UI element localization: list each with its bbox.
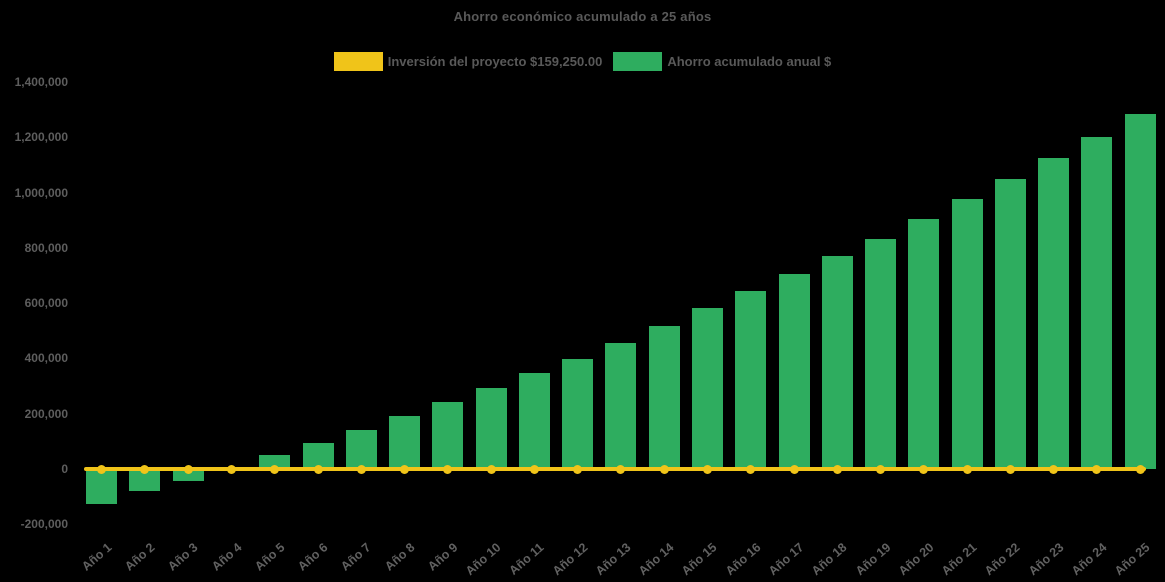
line-marker-circle	[529, 464, 539, 474]
line-marker-circle	[443, 464, 453, 474]
line-marker-circle	[919, 464, 929, 474]
y-tick-label: 800,000	[24, 240, 68, 255]
bar-año-7	[345, 429, 377, 469]
legend-label-ahorro: Ahorro acumulado anual $	[667, 54, 832, 69]
line-marker-circle	[616, 464, 626, 474]
legend-item-ahorro: Ahorro acumulado anual $	[613, 52, 831, 71]
bar-año-25	[1124, 114, 1156, 469]
line-marker-circle	[97, 464, 107, 474]
line-marker-circle	[962, 464, 972, 474]
bar-año-2	[129, 469, 161, 492]
bar-año-23	[1038, 157, 1070, 469]
line-marker-circle	[659, 464, 669, 474]
chart-title: Ahorro económico acumulado a 25 años	[453, 9, 712, 24]
bar-año-24	[1081, 136, 1113, 469]
line-marker-circle	[140, 464, 150, 474]
line-marker-circle	[1135, 464, 1145, 474]
bar-año-20	[908, 218, 940, 469]
line-marker-circle	[832, 464, 842, 474]
line-marker-circle	[183, 464, 193, 474]
y-tick-label: 1,000,000	[14, 185, 68, 200]
y-tick-label: 1,200,000	[14, 130, 68, 145]
line-marker-circle	[1005, 464, 1015, 474]
line-marker-circle	[270, 464, 280, 474]
legend-item-inversion: Inversión del proyecto $159,250.00	[333, 52, 603, 71]
bar-año-10	[475, 387, 507, 469]
line-marker-circle	[1049, 464, 1059, 474]
bar-año-11	[518, 373, 550, 469]
bar-año-3	[172, 469, 204, 481]
line-marker-circle	[400, 464, 410, 474]
y-tick-label: 1,400,000	[14, 74, 68, 89]
bar-año-9	[432, 402, 464, 469]
y-tick-label: 0	[61, 462, 68, 476]
bar-año-16	[735, 291, 767, 469]
legend-swatch-ahorro	[613, 52, 663, 71]
bar-año-17	[778, 273, 810, 469]
bar-año-12	[562, 358, 594, 469]
y-tick-label: 200,000	[24, 406, 68, 421]
line-marker-circle	[227, 464, 236, 474]
bar-año-21	[951, 198, 983, 469]
line-marker-circle	[313, 464, 323, 474]
x-tick-label: Año 1	[78, 540, 115, 574]
bar-año-1	[86, 469, 118, 504]
investment-line	[84, 467, 1147, 471]
bar-año-13	[605, 342, 637, 469]
line-marker-circle	[1092, 464, 1102, 474]
legend-swatch-inversion	[333, 52, 383, 71]
y-tick-label: 400,000	[24, 351, 68, 366]
legend: Inversión del proyecto $159,250.00 Ahorr…	[0, 52, 1165, 71]
bar-año-22	[994, 178, 1026, 469]
line-marker-circle	[356, 464, 366, 474]
bar-año-15	[691, 308, 723, 469]
legend-label-inversion: Inversión del proyecto $159,250.00	[387, 54, 603, 69]
bar-año-19	[865, 238, 897, 469]
line-marker-circle	[746, 464, 756, 474]
line-marker-circle	[789, 464, 799, 474]
y-tick-label: -200,000	[20, 517, 68, 532]
line-marker-circle	[486, 464, 496, 474]
bar-año-14	[648, 325, 680, 469]
bar-año-8	[389, 416, 421, 469]
line-marker-circle	[702, 464, 712, 474]
line-marker-circle	[573, 464, 583, 474]
y-tick-label: 600,000	[24, 296, 68, 311]
bar-año-5	[259, 454, 291, 469]
bar-año-18	[821, 256, 853, 469]
line-marker-circle	[876, 464, 886, 474]
